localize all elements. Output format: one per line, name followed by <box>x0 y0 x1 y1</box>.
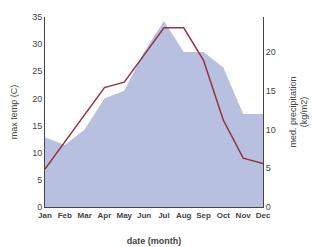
svg-text:date (month): date (month) <box>127 236 182 246</box>
svg-text:May: May <box>116 211 132 220</box>
svg-text:max temp (C): max temp (C) <box>9 85 19 140</box>
svg-text:Jun: Jun <box>137 211 151 220</box>
svg-text:20: 20 <box>266 47 276 57</box>
svg-text:Apr: Apr <box>98 211 112 220</box>
svg-text:5: 5 <box>266 163 271 173</box>
svg-text:Mar: Mar <box>78 211 92 220</box>
svg-text:Oct: Oct <box>217 211 231 220</box>
svg-text:0: 0 <box>37 202 42 212</box>
svg-text:10: 10 <box>32 148 42 158</box>
svg-text:30: 30 <box>32 39 42 49</box>
svg-text:med. precipitation(kg/m2): med. precipitation(kg/m2) <box>288 76 310 147</box>
svg-text:Sep: Sep <box>196 211 211 220</box>
svg-text:20: 20 <box>32 94 42 104</box>
svg-text:10: 10 <box>266 125 276 135</box>
svg-text:Aug: Aug <box>176 211 192 220</box>
svg-text:15: 15 <box>266 86 276 96</box>
svg-text:Nov: Nov <box>236 211 252 220</box>
svg-text:5: 5 <box>37 175 42 185</box>
svg-text:Jul: Jul <box>158 211 170 220</box>
svg-text:Jan: Jan <box>38 211 52 220</box>
svg-text:35: 35 <box>32 12 42 22</box>
svg-text:Feb: Feb <box>58 211 72 220</box>
svg-text:Dec: Dec <box>256 211 271 220</box>
svg-text:25: 25 <box>32 66 42 76</box>
svg-text:15: 15 <box>32 121 42 131</box>
svg-text:0: 0 <box>266 202 271 212</box>
